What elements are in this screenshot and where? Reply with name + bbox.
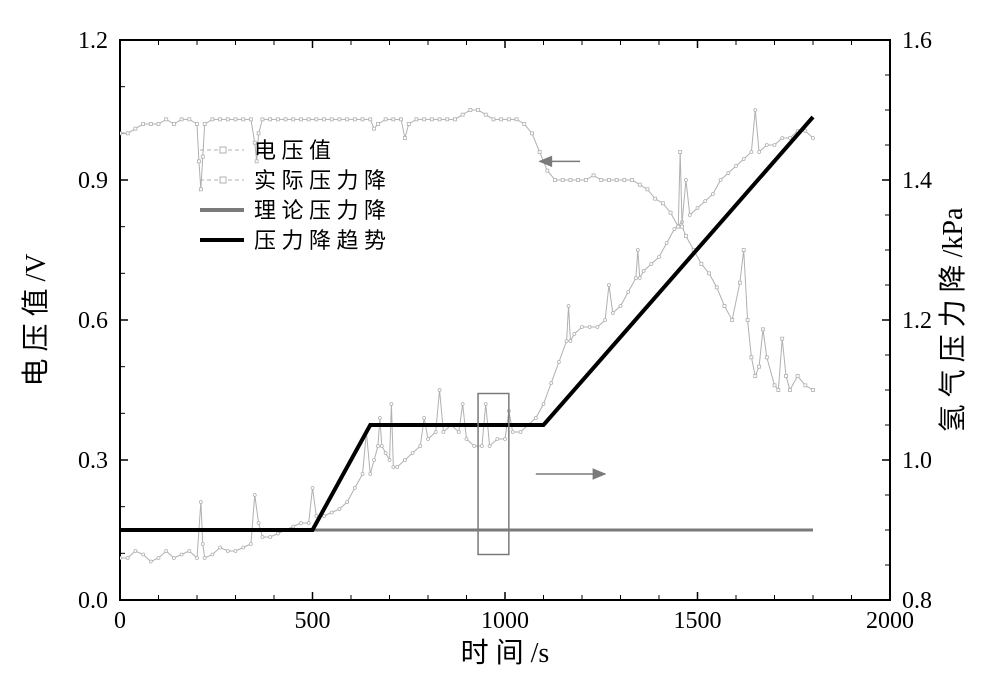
svg-text:压 力 降 趋 势: 压 力 降 趋 势 xyxy=(254,228,386,253)
chart-svg: 05001000150020000.00.30.60.91.20.81.01.2… xyxy=(0,0,1000,682)
svg-text:1.2: 1.2 xyxy=(902,308,932,334)
svg-text:500: 500 xyxy=(295,608,331,634)
svg-text:0.8: 0.8 xyxy=(902,588,932,614)
svg-text:0.9: 0.9 xyxy=(78,168,108,194)
chart-container: 05001000150020000.00.30.60.91.20.81.01.2… xyxy=(0,0,1000,682)
svg-text:氢 气 压 力 降 /kPa: 氢 气 压 力 降 /kPa xyxy=(937,207,969,432)
svg-text:理 论 压 力 降: 理 论 压 力 降 xyxy=(254,198,386,223)
svg-text:时 间 /s: 时 间 /s xyxy=(461,637,550,669)
svg-text:1500: 1500 xyxy=(674,608,722,634)
svg-text:电 压 值 /V: 电 压 值 /V xyxy=(20,253,52,386)
svg-text:1.2: 1.2 xyxy=(78,28,108,54)
svg-text:0.3: 0.3 xyxy=(78,448,108,474)
svg-text:0.6: 0.6 xyxy=(78,308,108,334)
svg-text:1.4: 1.4 xyxy=(902,168,932,194)
svg-text:1.0: 1.0 xyxy=(902,448,932,474)
svg-text:实 际 压 力 降: 实 际 压 力 降 xyxy=(254,168,386,193)
svg-text:1.6: 1.6 xyxy=(902,28,932,54)
svg-text:0: 0 xyxy=(114,608,126,634)
svg-text:电 压 值: 电 压 值 xyxy=(254,138,331,163)
svg-text:1000: 1000 xyxy=(481,608,529,634)
svg-text:0.0: 0.0 xyxy=(78,588,108,614)
